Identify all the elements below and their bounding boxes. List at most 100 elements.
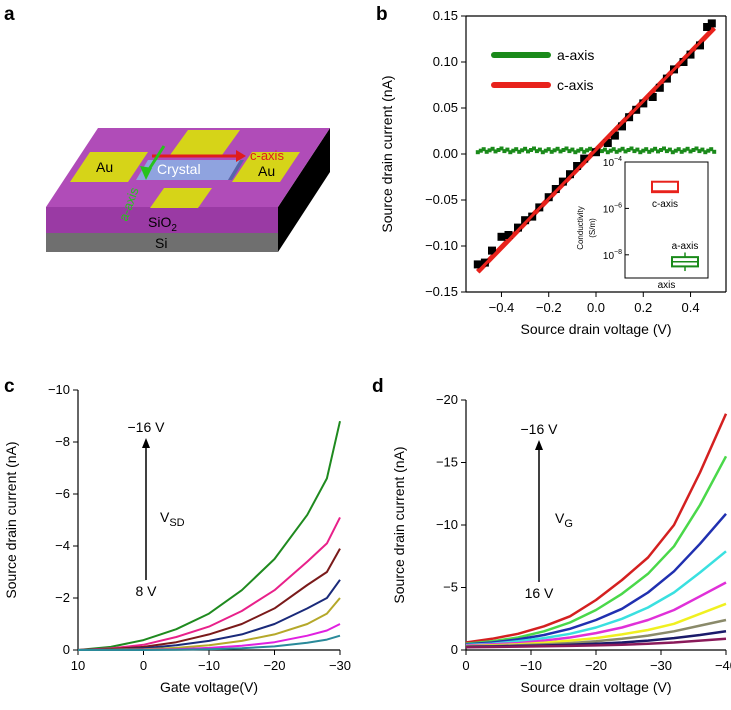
c-axis-point	[696, 41, 704, 50]
a-axis-point	[638, 150, 643, 155]
a-axis-arrowhead	[140, 166, 152, 180]
inset-tick-base: 10	[603, 158, 615, 169]
a-axis-point	[561, 148, 566, 152]
gold-pad-top	[170, 130, 240, 155]
a-axis-point	[694, 146, 699, 151]
inset-tick-base: 10	[603, 204, 615, 215]
panel-b-chart: −0.4 −0.2 0.0 0.2 0.4 0.15 0.10 0.05 0.00 −0.05 −0…	[379, 8, 727, 337]
inset-tick-exponent: −6	[614, 202, 622, 209]
inset-y-tick-label: 10−4	[603, 156, 622, 169]
y-tick-label: −4	[55, 538, 70, 553]
a-axis-point	[700, 147, 705, 152]
a-axis-point	[703, 150, 708, 155]
y-tick-label: −10	[48, 382, 70, 397]
a-axis-point	[673, 148, 678, 153]
a-axis-point	[520, 148, 525, 153]
series-line-−12 V	[465, 455, 728, 646]
x-axis-label: Source drain voltage (V)	[521, 321, 672, 337]
x-axis-label: Gate voltage(V)	[160, 679, 258, 695]
a-axis-point	[481, 147, 486, 152]
x-tick-label: 0	[140, 658, 147, 673]
y-tick-label: −2	[55, 590, 70, 605]
a-axis-point	[650, 148, 655, 153]
inset-tick-exponent: −8	[614, 249, 622, 256]
a-axis-point	[629, 146, 634, 151]
c-axis-point	[603, 139, 612, 147]
a-axis-point	[712, 149, 717, 154]
y-tick-label: 0	[63, 642, 70, 657]
a-axis-point	[626, 148, 631, 152]
annotation-variable-label: VSD	[160, 509, 185, 529]
y-tick-label: −6	[55, 486, 70, 501]
c-axis-point	[580, 154, 589, 163]
y-tick-label: −5	[443, 580, 458, 595]
a-axis-point	[573, 150, 578, 155]
inset-y-tick-label: 10−6	[603, 202, 622, 215]
inset-frame	[624, 161, 709, 279]
y-tick-label: −0.05	[425, 192, 458, 207]
a-axis-point	[656, 149, 660, 154]
a-axis-point	[490, 146, 495, 151]
y-axis-label: Source drain current (nA)	[3, 441, 19, 598]
y-axis-label: Source drain current (nA)	[379, 75, 395, 232]
x-tick-label: 10	[71, 658, 85, 673]
a-axis-point	[546, 147, 551, 152]
annotation-arrowhead	[142, 438, 150, 448]
a-axis-point	[502, 149, 507, 154]
y-tick-label: 0	[451, 642, 458, 657]
series-line-16 V	[465, 637, 727, 649]
a-axis-point	[523, 146, 528, 151]
a-axis-point	[537, 147, 542, 152]
sio2-label-base: SiO	[148, 214, 171, 230]
a-axis-point	[632, 149, 637, 154]
sio2-label: SiO2	[148, 214, 177, 234]
x-tick-label: −30	[650, 658, 672, 673]
au-right-label: Au	[258, 163, 275, 179]
a-axis-point	[540, 150, 545, 155]
a-axis-point	[679, 149, 684, 154]
sio2-label-sub: 2	[171, 223, 177, 234]
c-axis-point	[521, 216, 530, 225]
inset-tick-exponent: −4	[614, 156, 622, 163]
c-axis-point	[610, 131, 619, 140]
a-axis-point	[641, 148, 646, 153]
a-axis-point	[564, 146, 569, 151]
y-tick-label: 0.10	[433, 54, 458, 69]
a-axis-point	[653, 146, 658, 151]
a-axis-point	[647, 149, 652, 154]
c-axis-point	[648, 93, 657, 101]
x-tick-label: −0.2	[536, 300, 562, 315]
gold-pad-left	[70, 152, 148, 182]
a-axis-point	[670, 150, 675, 155]
series-line-8 V	[78, 634, 341, 651]
panel-label-d: d	[372, 376, 384, 397]
crystal-body	[136, 160, 240, 180]
a-axis-point	[664, 149, 669, 154]
panel-d-chart: 0 −10 −20 −30 −40 0 −5 −10 −15 −20 Source drain vo…	[391, 392, 731, 695]
y-tick-label: −8	[55, 434, 70, 449]
series-line-−16 V	[465, 413, 728, 644]
legend-label-a-axis: a-axis	[557, 47, 594, 63]
y-tick-label: 0.05	[433, 100, 458, 115]
inset-box-c-axis	[651, 180, 679, 194]
a-axis-point	[484, 149, 489, 154]
c-axis-arrowhead	[236, 150, 246, 162]
series-line-0 V	[77, 597, 341, 651]
series-line-−8 V	[465, 512, 727, 646]
a-axis-point	[496, 148, 501, 152]
y-tick-label: −0.10	[425, 238, 458, 253]
inset-y-axis-label-line2: (S/m)	[588, 218, 597, 238]
c-axis-point	[497, 232, 506, 241]
annotation-variable-sub: G	[564, 518, 573, 530]
panel-label-a: a	[4, 4, 15, 25]
a-axis-point	[682, 148, 687, 153]
a-axis-point	[697, 149, 702, 154]
series-line-−4 V	[465, 550, 727, 647]
a-axis-point	[511, 148, 516, 153]
a-axis-point	[475, 150, 480, 155]
a-axis-point	[605, 150, 610, 155]
a-axis-point	[534, 149, 539, 154]
a-axis-point	[576, 148, 581, 153]
a-axis-point	[644, 147, 649, 152]
